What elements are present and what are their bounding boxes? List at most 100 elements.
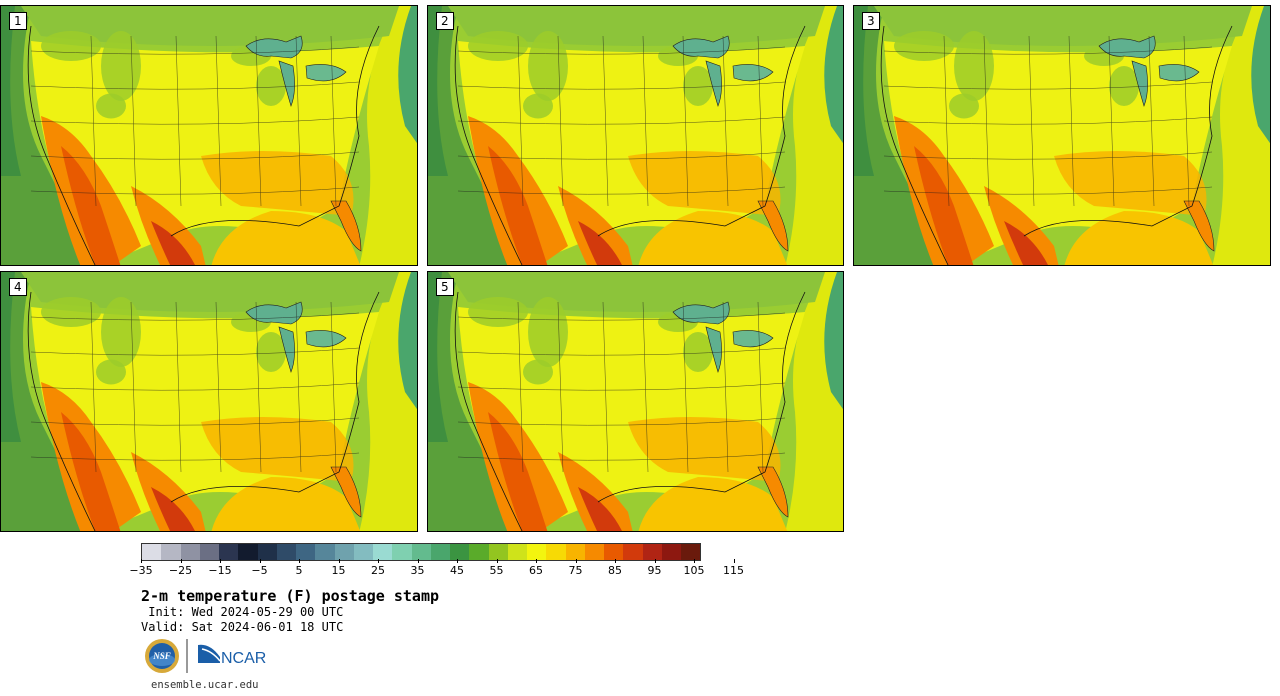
border-line <box>90 35 97 207</box>
state-borders <box>30 35 360 207</box>
panel-number-label: 4 <box>9 278 27 296</box>
map-panel-2: 2 <box>427 5 844 266</box>
colorbar-swatch <box>353 544 373 560</box>
panel-number-label: 5 <box>436 278 454 296</box>
gulf-of-mexico <box>211 477 361 531</box>
border-line <box>943 35 950 207</box>
texas-heat <box>558 452 633 531</box>
panel-number-label: 2 <box>436 12 454 30</box>
chart-title: 2-m temperature (F) postage stamp <box>141 587 440 605</box>
colorbar-ticks: −35 −25 −15 −5 5 15 25 35 45 55 65 75 85 95 105 115 <box>129 559 757 583</box>
atlantic-cold <box>824 6 843 144</box>
lake-michigan <box>1131 60 1148 107</box>
cool-highland <box>683 66 713 106</box>
colorbar-swatch <box>296 544 316 560</box>
border-line <box>602 301 609 473</box>
gulf-of-mexico <box>638 211 788 265</box>
temperature-map <box>1 272 417 531</box>
cool-highland <box>528 31 568 101</box>
cool-highland <box>523 359 553 385</box>
border-line <box>330 301 337 473</box>
colorbar-swatch <box>488 544 508 560</box>
colorbar-swatch <box>180 544 200 560</box>
temperature-map <box>428 272 843 531</box>
texas-heat <box>984 186 1059 265</box>
cool-highland <box>41 297 101 327</box>
colorbar-swatch <box>219 544 239 560</box>
map-panel-3: 3 <box>853 5 1271 266</box>
pacific-deep <box>1 6 21 176</box>
florida <box>330 200 362 252</box>
southeast-warm <box>1054 151 1207 216</box>
colorbar-swatch <box>315 544 335 560</box>
coastline <box>27 291 380 531</box>
border-line <box>722 35 729 207</box>
texas-heat <box>131 452 206 531</box>
border-line <box>517 35 524 207</box>
footer-url: ensemble.ucar.edu <box>151 679 259 691</box>
colorbar-swatch <box>623 544 643 560</box>
gulf-of-mexico <box>638 477 788 531</box>
border-line <box>883 46 1213 55</box>
temperature-colorbar <box>141 543 702 561</box>
desert-heat <box>488 412 548 531</box>
colorbar-swatch <box>238 544 258 560</box>
colorbar-swatch <box>161 544 181 560</box>
state-borders <box>457 301 786 473</box>
colorbar-tick-label: 55 <box>489 564 504 577</box>
border-line <box>295 301 302 473</box>
border-line <box>30 382 360 391</box>
border-line <box>1183 35 1190 207</box>
coastline <box>27 25 380 265</box>
desert-heat <box>61 146 121 265</box>
gulf-of-mexico <box>1064 211 1214 265</box>
border-line <box>90 301 97 473</box>
border-line <box>682 301 689 473</box>
cool-highland <box>949 93 979 119</box>
colorbar-swatch <box>392 544 412 560</box>
border-line <box>30 116 360 125</box>
colorbar-swatch <box>546 544 566 560</box>
atlantic-cold <box>1251 6 1270 144</box>
mexico-heat <box>151 221 195 265</box>
colorbar-tick <box>259 559 261 563</box>
state-borders <box>883 35 1213 207</box>
colorbar-swatch <box>257 544 277 560</box>
ncar-logo-icon: NCAR <box>198 644 266 667</box>
border-line <box>457 186 786 195</box>
colorbar-swatch <box>642 544 662 560</box>
border-line <box>1108 35 1115 207</box>
colorbar-swatch <box>604 544 624 560</box>
pacific-ocean <box>428 6 523 265</box>
border-line <box>1148 35 1155 207</box>
colorbar-tick <box>141 559 142 563</box>
cool-highland <box>96 359 126 385</box>
cool-highland <box>523 93 553 119</box>
border-line <box>457 347 786 356</box>
border-line <box>457 151 786 160</box>
state-borders <box>457 35 786 207</box>
logos: NSF NCAR <box>145 639 266 673</box>
pacific-ocean <box>1 272 96 531</box>
border-line <box>255 35 262 207</box>
border-line <box>295 35 302 207</box>
border-line <box>757 35 764 207</box>
border-line <box>457 417 786 426</box>
colorbar-tick-label: 5 <box>295 564 303 577</box>
lake-erie <box>1158 64 1200 82</box>
border-line <box>682 35 689 207</box>
lake-michigan <box>705 60 722 107</box>
colorbar-tick-label: 35 <box>410 564 425 577</box>
florida <box>1183 200 1215 252</box>
border-line <box>642 35 649 207</box>
atlantic-cold <box>398 6 417 144</box>
colorbar-tick-label: 75 <box>568 564 583 577</box>
colorbar-tick <box>536 559 537 563</box>
map-panel-5: 5 <box>427 271 844 532</box>
border-line <box>557 35 564 207</box>
cool-highland <box>468 31 528 61</box>
colorbar-swatch <box>565 544 585 560</box>
colorbar-tick <box>575 559 577 563</box>
border-line <box>215 35 222 207</box>
southeast-warm <box>628 417 781 482</box>
